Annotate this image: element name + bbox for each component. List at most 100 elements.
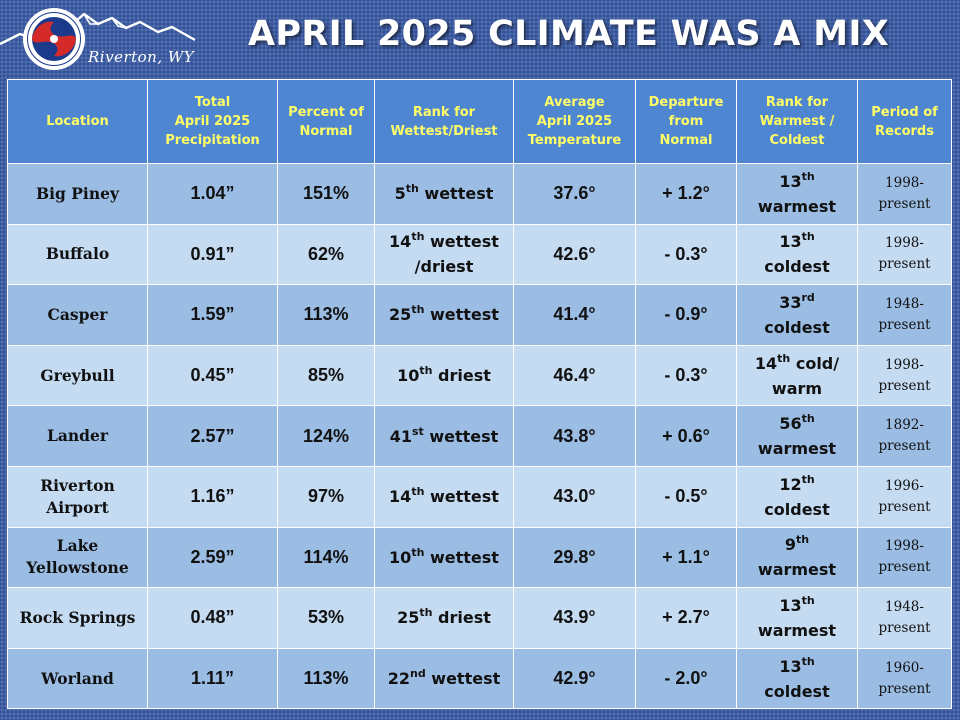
rank-suffix: th [411, 485, 425, 499]
rank-suffix: th [801, 472, 815, 486]
location-cell: Buffalo [7, 223, 148, 286]
location-cell: Worland [7, 647, 148, 710]
percent-cell-value: 151% [302, 183, 350, 204]
period-end: present [878, 195, 931, 212]
period-end: present [878, 559, 931, 576]
percent-cell-value: 85% [307, 365, 345, 386]
table-body: Big Piney 1.04” 151% 5 th wettest 37.6° + 1.2°… [7, 163, 952, 710]
period-end: present [878, 498, 931, 515]
rank-label: coldest [764, 499, 830, 519]
precip-cell: 1.59” [147, 284, 278, 346]
table-row: Big Piney 1.04” 151% 5th wettest 37.6° + 1.2°… [7, 163, 952, 225]
rank-wet-dry-cell: 10th driest [374, 344, 514, 407]
table-row: Buffalo 0.91” 62% 14th wettest/driest 42.6° -… [7, 223, 952, 286]
rank-warm-cold-cell: 14th cold/warm [736, 344, 858, 407]
period-end: present [878, 377, 931, 394]
departure-cell: + 1.2° [635, 163, 737, 225]
column-header-rank-warm-cold: Rank for Warmest / Coldest [736, 79, 858, 164]
rank-label: wettest [424, 547, 499, 567]
rank-number: 25 [389, 305, 412, 325]
rank-wet-dry-cell: 25th driest [374, 587, 514, 649]
column-header-percent-normal: Percent of Normal [277, 79, 375, 164]
rank-warm-cold-cell: 13th warmest [736, 163, 858, 225]
table-row: Rock Springs 0.48” 53% 25th driest 43.9° + 2.… [7, 587, 952, 649]
percent-cell: 85% [277, 344, 375, 407]
rank-number: 14 [389, 232, 412, 252]
table-row: Riverton Airport 1.16” 97% 14th wettest 43.0°… [7, 465, 952, 528]
location-cell: Big Piney [7, 163, 148, 225]
temp-cell: 42.9° [513, 647, 636, 710]
location-name: Airport [46, 497, 109, 517]
rank-number: 14 [389, 487, 412, 507]
rank-label: warmest [757, 620, 837, 640]
column-header-period-records: Period of Records [857, 79, 952, 164]
location-cell: Casper [7, 284, 148, 346]
column-header-line: Departure [648, 95, 724, 110]
rank-number: 5 [394, 184, 406, 204]
table-header-row: Location Total April 2025 Precipitation Perc… [7, 79, 952, 164]
rank-warm-cold-cell: 13th coldest [736, 223, 858, 286]
column-header-line: Records [875, 123, 934, 139]
rank-wet-dry-cell: 10th wettest [374, 526, 514, 589]
location-name: Greybull [40, 365, 115, 385]
table-row: Lake Yellowstone 2.59” 114% 10th wettest 29.8… [7, 526, 952, 589]
precip-cell: 1.04” [147, 163, 278, 225]
temp-cell: 37.6° [513, 163, 636, 225]
column-header-departure: Departure from Normal [635, 79, 737, 164]
location-name: Casper [47, 304, 108, 324]
column-header-line: Normal [659, 133, 713, 148]
climate-table: Location Total April 2025 Precipitation Perc… [7, 79, 952, 710]
column-header-line: Coldest [769, 133, 825, 148]
nws-logo-icon [0, 8, 196, 70]
precip-cell-value: 1.11” [190, 668, 235, 689]
precip-cell: 2.57” [147, 405, 278, 467]
temp-cell: 29.8° [513, 526, 636, 589]
period-record-cell: 1960- present [857, 647, 952, 710]
rank-suffix: th [419, 364, 433, 378]
rank-warm-cold-cell: 33rd coldest [736, 284, 858, 346]
rank-wet-dry-cell: 14th wettest [374, 465, 514, 528]
departure-cell: - 2.0° [635, 647, 737, 710]
precip-cell-value: 1.59” [190, 304, 235, 325]
rank-number: 41 [389, 426, 412, 446]
rank-suffix: th [801, 169, 815, 183]
temp-cell: 41.4° [513, 284, 636, 346]
temp-cell: 42.6° [513, 223, 636, 286]
departure-cell: - 0.3° [635, 344, 737, 407]
precip-cell-value: 2.57” [190, 425, 235, 446]
rank-wet-dry-cell: 41st wettest [374, 405, 514, 467]
departure-cell: - 0.5° [635, 465, 737, 528]
percent-cell-value: 124% [302, 425, 350, 446]
departure-cell-value: - 2.0° [664, 668, 708, 689]
location-name: Yellowstone [26, 558, 129, 578]
column-header-line: Temperature [527, 133, 622, 148]
location-name: Lander [46, 426, 109, 446]
departure-cell: + 2.7° [635, 587, 737, 649]
percent-cell: 151% [277, 163, 375, 225]
rank-suffix: th [411, 230, 425, 244]
rank-number: 33 [779, 292, 802, 312]
departure-cell: + 1.1° [635, 526, 737, 589]
departure-cell-value: + 1.1° [662, 546, 710, 567]
rank-suffix: st [411, 424, 424, 438]
column-header-line: Rank for [412, 104, 476, 120]
column-header-total-precip: Total April 2025 Precipitation [147, 79, 278, 164]
precip-cell-value: 0.48” [190, 607, 235, 628]
rank-number: 25 [397, 608, 420, 628]
period-start: 1960- [885, 659, 924, 676]
rank-number: 9 [784, 535, 797, 555]
column-header-line: April 2025 [536, 114, 613, 129]
location-name: Big Piney [36, 183, 119, 203]
rank-label: warmest [757, 439, 837, 459]
column-header-line: from [668, 114, 704, 129]
table-row: Greybull 0.45” 85% 10th driest 46.4° - 0.3° 14… [7, 344, 952, 407]
rank-number: 13 [779, 171, 802, 191]
rank-suffix: th [801, 654, 815, 668]
precip-cell-value: 0.91” [190, 243, 235, 264]
table-row: Casper 1.59” 113% 25th wettest 41.4° - 0.9° 33… [7, 284, 952, 346]
departure-cell-value: - 0.3° [664, 365, 708, 386]
table-row: Worland 1.11” 113% 22nd wettest 42.9° - 2.0° 1… [7, 647, 952, 710]
location-cell: Greybull [7, 344, 148, 407]
column-header-line: Percent of [288, 104, 364, 120]
rank-label: warmest [757, 196, 837, 216]
